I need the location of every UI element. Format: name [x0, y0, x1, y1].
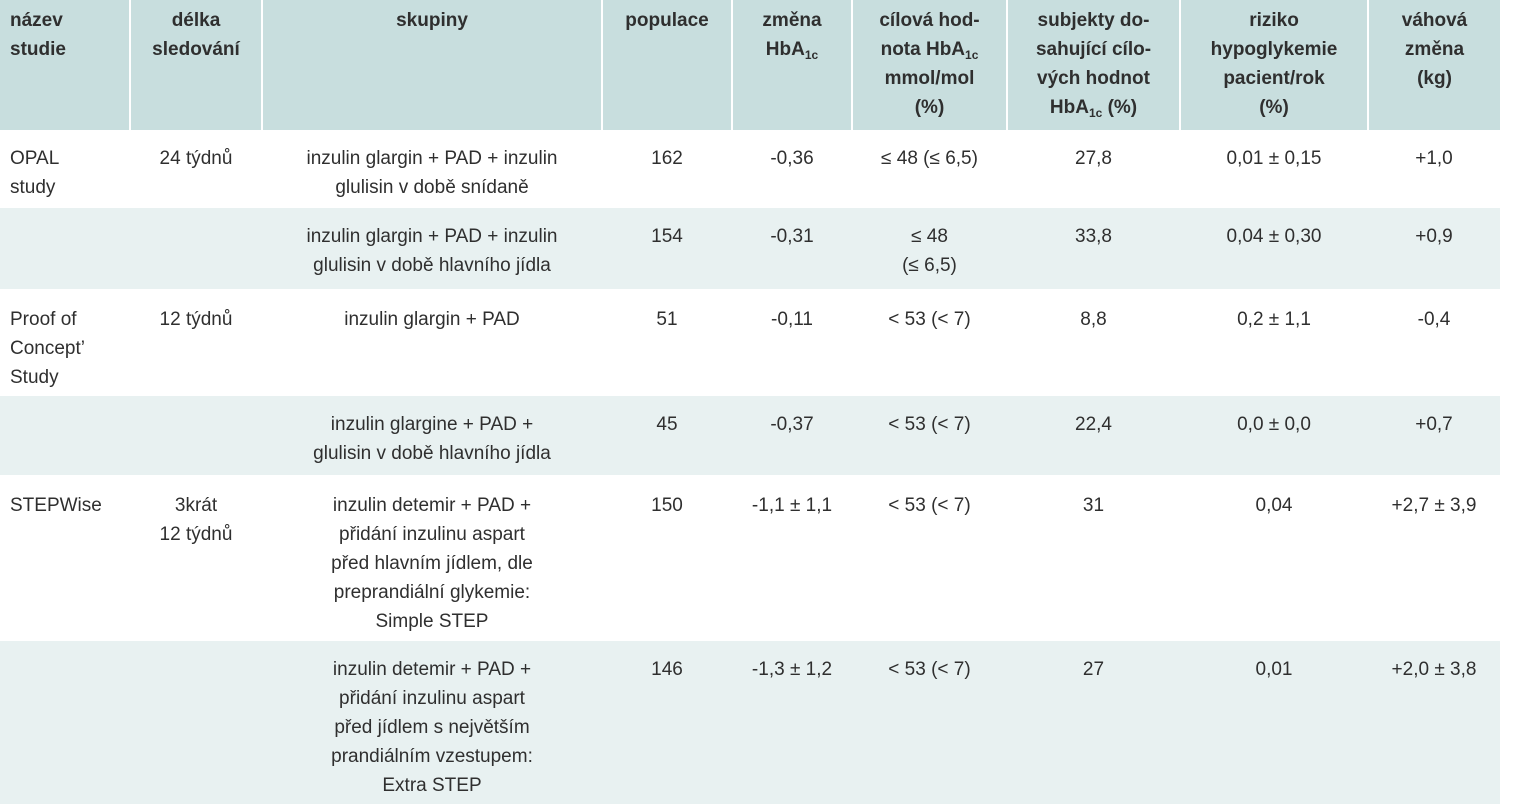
table-cell: +2,0 ± 3,8	[1368, 641, 1500, 804]
column-header: cílová hod- nota HbA1c mmol/mol (%)	[851, 0, 1007, 130]
column-header: název studie	[0, 0, 130, 130]
table-row: inzulin glargine + PAD + glulisin v době…	[0, 396, 1500, 476]
table-cell: +2,7 ± 3,9	[1368, 475, 1500, 641]
table-cell: < 53 (< 7)	[852, 641, 1007, 804]
table-cell: 0,0 ± 0,0	[1180, 396, 1368, 476]
column-header: populace	[601, 0, 732, 130]
table-cell: -1,3 ± 1,2	[732, 641, 852, 804]
table-cell: inzulin glargin + PAD + inzulin glulisin…	[306, 148, 558, 198]
table-cell	[0, 396, 130, 476]
table-cell: ≤ 48 (≤ 6,5)	[852, 208, 1007, 290]
column-header: subjekty do- sahující cílo- vých hodnot …	[1006, 0, 1180, 130]
header-text: subjekty do- sahující cílo- vých hodnot …	[1035, 10, 1152, 118]
table-cell: ≤ 48 (≤ 6,5)	[881, 148, 978, 169]
table-row: inzulin glargin + PAD + inzulin glulisin…	[0, 208, 1500, 290]
table-cell	[0, 208, 130, 290]
table-cell: 162	[651, 148, 683, 169]
column-header: změna HbA1c	[731, 0, 852, 130]
table-cell: 27	[1007, 641, 1180, 804]
table-cell: OPAL study	[10, 148, 60, 198]
table-cell: +0,9	[1368, 208, 1500, 290]
table-cell: -0,37	[732, 396, 852, 476]
table-cell: -1,1 ± 1,1	[732, 475, 852, 641]
table-body: OPAL study 24 týdnů inzulin glargin + PAD …	[0, 130, 1500, 804]
header-text: délka sledování	[152, 10, 240, 60]
table-cell: 33,8	[1007, 208, 1180, 290]
table-cell: -0,31	[732, 208, 852, 290]
header-text: název studie	[10, 10, 66, 60]
table-cell: inzulin glargin + PAD + inzulin glulisin…	[262, 208, 602, 290]
table-cell: -0,4	[1368, 289, 1500, 396]
table-cell: 51	[602, 289, 732, 396]
table-cell: STEPWise	[0, 475, 130, 641]
subscript: 1c	[965, 48, 979, 62]
table-cell: 24 týdnů	[159, 148, 233, 169]
table-cell: 146	[602, 641, 732, 804]
table-cell	[130, 208, 262, 290]
table-cell: 45	[602, 396, 732, 476]
table-cell: 3krát 12 týdnů	[130, 475, 262, 641]
table-cell: 12 týdnů	[130, 289, 262, 396]
header-text: změna HbA	[762, 10, 822, 60]
table-cell: 22,4	[1007, 396, 1180, 476]
table-cell: -0,36	[770, 148, 814, 169]
table-cell: 0,01 ± 0,15	[1226, 148, 1322, 169]
table-cell: inzulin glargin + PAD	[262, 289, 602, 396]
table-row: OPAL study 24 týdnů inzulin glargin + PAD …	[0, 130, 1500, 208]
column-header: skupiny	[261, 0, 602, 130]
table-cell: < 53 (< 7)	[852, 289, 1007, 396]
table-cell: +1,0	[1415, 148, 1453, 169]
table-row: STEPWise 3krát 12 týdnů inzulin detemir + …	[0, 475, 1500, 641]
table-row: Proof of Concept’ Study 12 týdnů inzulin g…	[0, 289, 1500, 396]
header-row: název studie délka sledování skupiny popula…	[0, 0, 1500, 130]
column-header: riziko hypoglykemie pacient/rok (%)	[1179, 0, 1368, 130]
table-cell: 8,8	[1007, 289, 1180, 396]
table-cell: 0,01	[1180, 641, 1368, 804]
table-cell	[130, 641, 262, 804]
table-cell	[130, 396, 262, 476]
table-cell: +0,7	[1368, 396, 1500, 476]
column-header: váhová změna (kg)	[1367, 0, 1500, 130]
column-header: délka sledování	[129, 0, 262, 130]
table-cell: Proof of Concept’ Study	[0, 289, 130, 396]
header-text: váhová změna (kg)	[1401, 10, 1468, 89]
table-cell: < 53 (< 7)	[852, 475, 1007, 641]
table-row: inzulin detemir + PAD + přidání inzulinu…	[0, 641, 1500, 804]
table-cell	[0, 641, 130, 804]
table-cell: 150	[602, 475, 732, 641]
header-text: skupiny	[396, 10, 468, 31]
table-cell: < 53 (< 7)	[852, 396, 1007, 476]
table-cell: inzulin detemir + PAD + přidání inzulinu…	[262, 475, 602, 641]
subscript: 1c	[1088, 106, 1103, 120]
table-cell: 31	[1007, 475, 1180, 641]
table-cell: inzulin detemir + PAD + přidání inzulinu…	[262, 641, 602, 804]
header-text: mmol/mol (%)	[884, 68, 975, 118]
table-cell: -0,11	[732, 289, 852, 396]
table-cell: 0,04 ± 0,30	[1180, 208, 1368, 290]
subscript: 1c	[804, 48, 819, 62]
header-text: populace	[625, 10, 709, 31]
table-cell: 27,8	[1075, 148, 1112, 169]
header-text: cílová hod- nota HbA	[879, 10, 980, 60]
header-text: riziko hypoglykemie pacient/rok (%)	[1210, 10, 1338, 118]
table-cell: 154	[602, 208, 732, 290]
header-text: (%)	[1102, 97, 1138, 118]
table-cell: 0,04	[1180, 475, 1368, 641]
table-cell: 0,2 ± 1,1	[1180, 289, 1368, 396]
table-cell: inzulin glargine + PAD + glulisin v době…	[262, 396, 602, 476]
